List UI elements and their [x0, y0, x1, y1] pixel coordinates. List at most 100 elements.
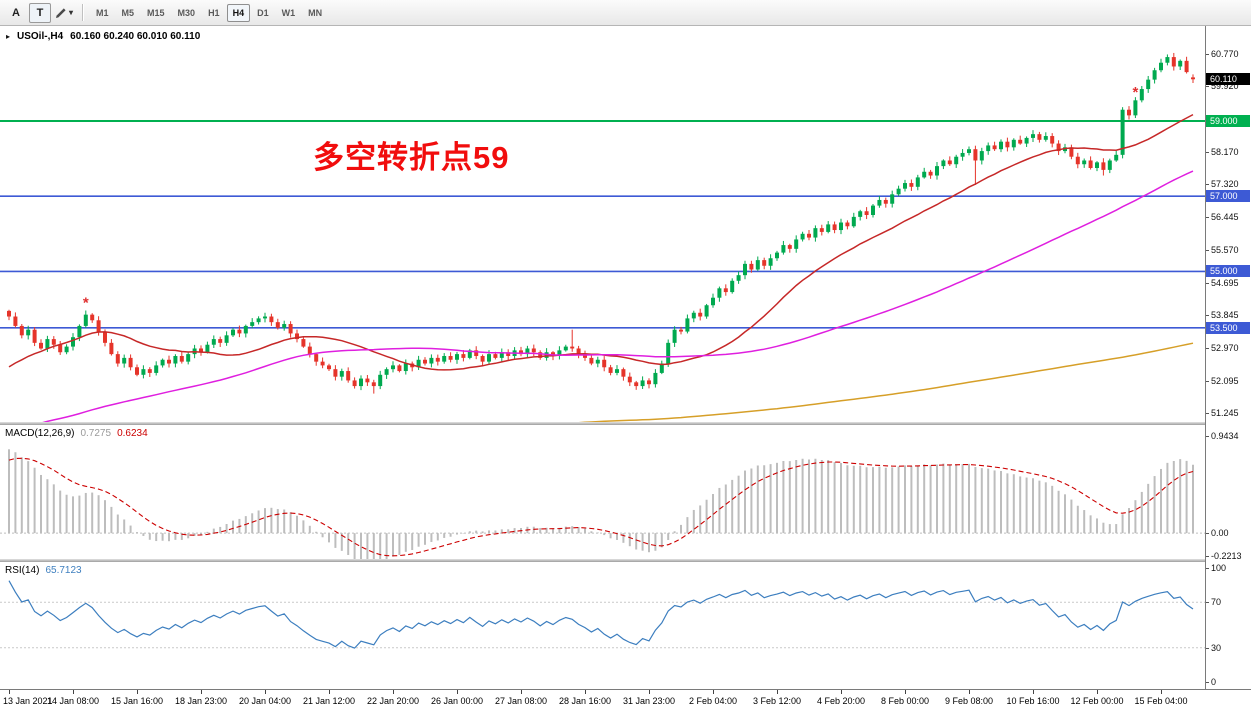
time-axis-label: 2 Feb 04:00 — [688, 696, 738, 706]
time-tick — [137, 690, 138, 694]
time-axis-label: 15 Feb 04:00 — [1134, 696, 1188, 706]
price-axis-label: 58.170 — [1211, 147, 1239, 158]
text-tool-button[interactable]: T — [29, 2, 51, 23]
drawing-tool-dropdown-button[interactable]: ▾ — [53, 3, 75, 23]
axis-tick — [1206, 217, 1209, 219]
macd-value-main: 0.7275 — [80, 428, 112, 439]
macd-axis-label: 0.00 — [1211, 528, 1229, 539]
macd-signal-line — [8, 457, 1194, 557]
timeframe-button-w1[interactable]: W1 — [276, 4, 302, 22]
time-tick — [201, 690, 202, 694]
timeframe-button-d1[interactable]: D1 — [251, 4, 275, 22]
ohlc-values: 60.160 60.240 60.010 60.110 — [70, 31, 201, 42]
symbol-title: USOil-,H4 — [17, 31, 64, 42]
macd-layer — [0, 449, 1205, 559]
axis-tick — [1206, 436, 1209, 437]
ma-slow-line — [577, 342, 1194, 422]
axis-tick — [1206, 412, 1209, 414]
axis-tick — [1206, 249, 1209, 251]
time-tick — [1097, 690, 1098, 694]
sell-marker-icon: * — [83, 294, 89, 311]
ma-mid-line — [42, 170, 1194, 422]
rsi-label: RSI(14) 65.7123 — [5, 565, 82, 576]
macd-name: MACD(12,26,9) — [5, 428, 75, 439]
price-axis-label: 53.845 — [1211, 309, 1239, 320]
macd-histogram — [8, 449, 1194, 559]
price-axis-label: 55.570 — [1211, 244, 1239, 255]
price-axis-label: 54.695 — [1211, 277, 1239, 288]
panel-divider-rsi[interactable] — [0, 559, 1251, 562]
level-price-badge: 55.000 — [1206, 265, 1250, 278]
time-tick — [585, 690, 586, 694]
time-tick — [457, 690, 458, 694]
price-axis-label: 52.095 — [1211, 375, 1239, 386]
time-axis-label: 28 Jan 16:00 — [558, 696, 612, 706]
time-tick — [777, 690, 778, 694]
time-axis: 13 Jan 2021 14 Jan 08:00 15 Jan 16:00 18 Ja… — [0, 689, 1251, 711]
timeframe-button-m1[interactable]: M1 — [90, 4, 115, 22]
collapse-toggle-icon[interactable]: ▸ — [6, 32, 11, 41]
time-axis-label: 21 Jan 12:00 — [302, 696, 356, 706]
time-tick — [393, 690, 394, 694]
timeframe-button-m30[interactable]: M30 — [172, 4, 202, 22]
rsi-value: 65.7123 — [45, 565, 82, 576]
time-tick — [521, 690, 522, 694]
timeframe-button-m5[interactable]: M5 — [116, 4, 141, 22]
time-axis-label: 12 Feb 00:00 — [1070, 696, 1124, 706]
time-axis-label: 18 Jan 23:00 — [174, 696, 228, 706]
pencil-icon — [55, 7, 66, 18]
time-axis-label: 9 Feb 08:00 — [944, 696, 994, 706]
main-chart-layer: ** — [0, 52, 1205, 422]
timeframe-button-m15[interactable]: M15 — [141, 4, 171, 22]
time-axis-label: 27 Jan 08:00 — [494, 696, 548, 706]
sell-marker-icon: * — [1132, 84, 1138, 101]
level-price-badge: 53.500 — [1206, 321, 1250, 334]
timeframe-button-h4[interactable]: H4 — [226, 3, 251, 22]
price-axis-label: 51.245 — [1211, 407, 1239, 418]
rsi-axis-label: 30 — [1211, 642, 1222, 653]
axis-tick — [1206, 86, 1209, 88]
timeframe-toolbar: M1 M5 M15 M30 H1 H4 D1 W1 MN — [90, 3, 328, 22]
axis-tick — [1206, 54, 1209, 56]
current-price-badge: 60.110 — [1206, 73, 1250, 86]
axis-tick — [1206, 602, 1209, 604]
time-tick — [329, 690, 330, 694]
ma-fast-line — [8, 113, 1194, 371]
time-tick — [905, 690, 906, 694]
timeframe-button-mn[interactable]: MN — [302, 4, 328, 22]
time-axis-label: 10 Feb 16:00 — [1006, 696, 1060, 706]
rsi-line — [8, 580, 1194, 649]
time-tick — [1033, 690, 1034, 694]
time-axis-label: 31 Jan 23:00 — [622, 696, 676, 706]
time-tick — [265, 690, 266, 694]
macd-value-signal: 0.6234 — [117, 428, 148, 439]
price-axis-label: 52.970 — [1211, 342, 1239, 353]
price-axis-label: 57.320 — [1211, 179, 1239, 190]
arrow-tool-button[interactable]: A — [5, 3, 27, 23]
timeframe-button-h1[interactable]: H1 — [202, 4, 226, 22]
axis-tick — [1206, 568, 1209, 569]
macd-label: MACD(12,26,9) 0.7275 0.6234 — [5, 428, 148, 439]
axis-tick — [1206, 282, 1209, 284]
time-axis-label: 8 Feb 00:00 — [880, 696, 930, 706]
time-axis-label: 20 Jan 04:00 — [238, 696, 292, 706]
rsi-axis-label: 70 — [1211, 597, 1222, 608]
time-axis-label: 26 Jan 00:00 — [430, 696, 484, 706]
toolbar-separator — [82, 4, 83, 21]
panel-divider-macd[interactable] — [0, 422, 1251, 425]
axis-tick — [1206, 533, 1209, 535]
time-axis-label: 13 Jan 2021 — [3, 696, 53, 706]
chart-annotation-text[interactable]: 多空转折点59 — [313, 140, 510, 175]
rsi-axis-label: 100 — [1211, 563, 1227, 573]
macd-axis-label: 0.9434 — [1211, 431, 1239, 441]
level-price-badge: 57.000 — [1206, 190, 1250, 203]
time-axis-label: 14 Jan 08:00 — [46, 696, 100, 706]
rsi-layer — [0, 580, 1205, 649]
time-tick — [1161, 690, 1162, 694]
time-tick — [969, 690, 970, 694]
axis-separator-line — [1205, 26, 1206, 711]
time-tick — [841, 690, 842, 694]
axis-tick — [1206, 647, 1209, 649]
time-tick — [713, 690, 714, 694]
